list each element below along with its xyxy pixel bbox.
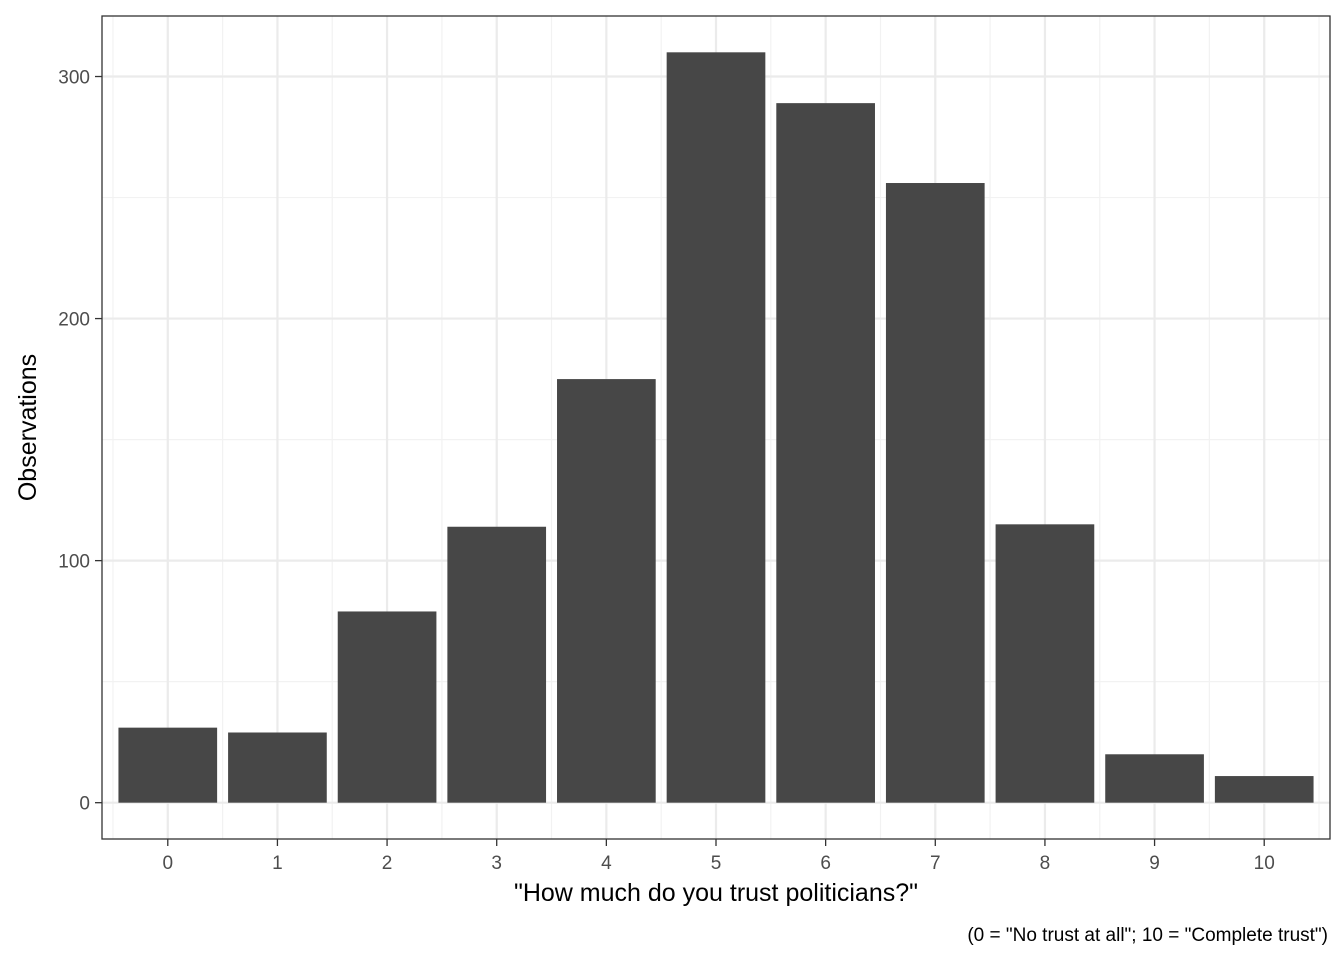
y-axis-title: Observations <box>14 354 42 501</box>
y-tick-label: 100 <box>58 552 90 573</box>
axis-ticks: 0 100 200 300 0 1 2 3 4 5 6 7 8 9 10 <box>58 68 1274 874</box>
bar-2 <box>337 611 437 803</box>
x-tick-label: 1 <box>272 853 283 874</box>
bar-4 <box>557 379 656 803</box>
x-tick-label: 8 <box>1040 853 1051 874</box>
chart-caption: (0 = "No trust at all"; 10 = "Complete t… <box>967 925 1328 946</box>
bar-8 <box>995 524 1095 803</box>
bar-7 <box>885 183 985 803</box>
bar-10 <box>1214 776 1314 803</box>
x-tick-label: 4 <box>601 853 612 874</box>
x-tick-label: 5 <box>711 853 722 874</box>
bar-0 <box>118 727 218 803</box>
bar-1 <box>228 732 327 803</box>
y-tick-label: 200 <box>58 310 90 331</box>
x-tick-label: 2 <box>382 853 393 874</box>
x-tick-label: 7 <box>930 853 941 874</box>
bar-6 <box>776 103 875 803</box>
y-tick-label: 300 <box>58 68 90 89</box>
x-axis-title: "How much do you trust politicians?" <box>514 879 918 907</box>
x-tick-label: 6 <box>820 853 831 874</box>
bar-3 <box>447 526 547 803</box>
x-tick-label: 10 <box>1254 853 1275 874</box>
bar-9 <box>1105 754 1204 803</box>
y-tick-label: 0 <box>79 794 90 815</box>
x-tick-label: 9 <box>1149 853 1160 874</box>
x-tick-label: 0 <box>162 853 173 874</box>
bars-group <box>118 52 1314 803</box>
x-tick-label: 3 <box>491 853 502 874</box>
bar-5 <box>666 52 766 803</box>
